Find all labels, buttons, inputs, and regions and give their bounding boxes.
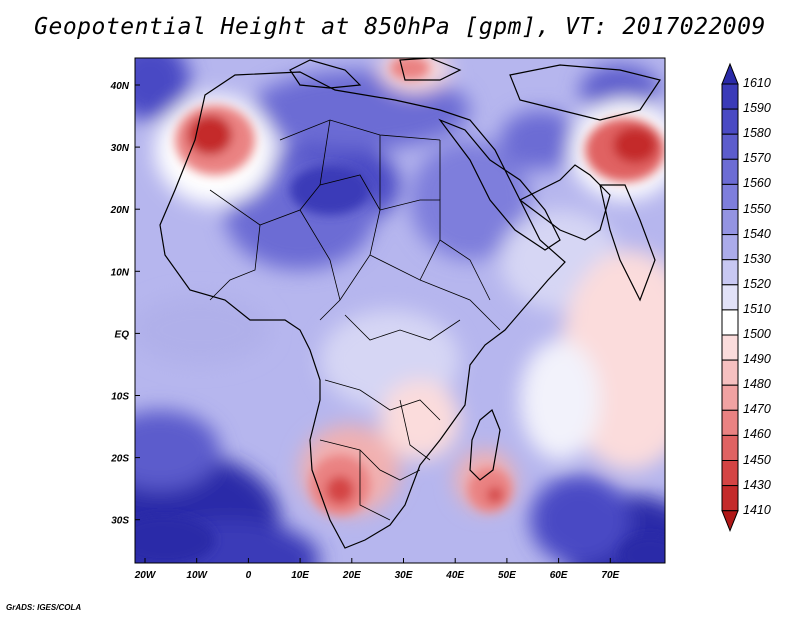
colorbar-swatch bbox=[721, 485, 739, 512]
colorbar-swatch bbox=[721, 384, 739, 411]
colorbar bbox=[721, 62, 739, 533]
colorbar-top-arrow bbox=[721, 62, 739, 85]
lat-tick-label: 20S bbox=[110, 454, 129, 465]
lat-tick-label: 30S bbox=[111, 516, 129, 527]
colorbar-swatch bbox=[721, 183, 739, 210]
lat-tick-label: 20N bbox=[110, 205, 130, 216]
colorbar-swatch bbox=[721, 359, 739, 386]
colorbar-label: 1560 bbox=[743, 176, 771, 191]
lat-tick-label: 30N bbox=[111, 143, 130, 154]
colorbar-label: 1550 bbox=[743, 201, 771, 216]
colorbar-label: 1430 bbox=[743, 477, 771, 492]
colorbar-label: 1460 bbox=[743, 427, 771, 442]
colorbar-label: 1610 bbox=[743, 76, 771, 90]
colorbar-label: 1410 bbox=[743, 502, 771, 517]
colorbar-swatch bbox=[721, 309, 739, 336]
colorbar-swatch bbox=[721, 334, 739, 361]
colorbar-swatch bbox=[721, 234, 739, 261]
height-field bbox=[135, 58, 665, 563]
latitude-axis: 40N 30N 20N 10N EQ 10S 20S 30S bbox=[110, 81, 140, 527]
colorbar-bottom-arrow bbox=[721, 510, 739, 533]
colorbar-label: 1540 bbox=[743, 226, 771, 241]
colorbar-label: 1450 bbox=[743, 452, 771, 467]
lon-tick-label: 50E bbox=[498, 570, 516, 581]
lon-tick-label: 20E bbox=[342, 570, 361, 581]
colorbar-label: 1470 bbox=[743, 402, 771, 417]
colorbar-swatch bbox=[721, 133, 739, 160]
lat-tick-label: 10N bbox=[111, 267, 130, 278]
colorbar-swatch bbox=[721, 209, 739, 236]
colorbar-swatch bbox=[721, 259, 739, 286]
colorbar-swatch bbox=[721, 460, 739, 487]
colorbar-label: 1490 bbox=[743, 352, 771, 367]
colorbar-swatch bbox=[721, 434, 739, 461]
lat-tick-label: 10S bbox=[111, 392, 129, 403]
colorbar-label: 1520 bbox=[743, 276, 771, 291]
colorbar-swatch bbox=[721, 284, 739, 311]
colorbar-label: 1530 bbox=[743, 251, 771, 266]
colorbar-label: 1590 bbox=[743, 101, 771, 116]
colorbar-swatch bbox=[721, 409, 739, 436]
colorbar-label: 1500 bbox=[743, 327, 771, 341]
colorbar-swatch bbox=[721, 158, 739, 185]
lon-tick-label: 40E bbox=[445, 570, 464, 581]
grads-credit: GrADS: IGES/COLA bbox=[6, 603, 82, 612]
lon-tick-label: 10E bbox=[291, 570, 309, 581]
colorbar-label: 1580 bbox=[743, 126, 771, 141]
longitude-axis: 20W 10W 0 10E 20E 30E 40E 50E 60E 70E bbox=[134, 558, 620, 581]
plot-frame bbox=[134, 57, 666, 564]
borders bbox=[209, 119, 501, 521]
lat-tick-label: 40N bbox=[110, 81, 130, 92]
colorbar-label: 1510 bbox=[743, 301, 771, 316]
colorbar-label: 1570 bbox=[743, 151, 771, 166]
map-title: Geopotential Height at 850hPa [gpm], VT:… bbox=[34, 14, 766, 40]
lat-tick-label: EQ bbox=[115, 329, 130, 340]
colorbar-label: 1480 bbox=[743, 377, 771, 392]
lon-tick-label: 30E bbox=[395, 570, 413, 581]
colorbar-swatch bbox=[721, 83, 739, 110]
colorbar-swatch bbox=[721, 108, 739, 135]
lon-tick-label: 70E bbox=[601, 570, 619, 581]
lon-tick-label: 10W bbox=[186, 570, 208, 581]
lon-tick-label: 20W bbox=[134, 570, 157, 581]
lon-tick-label: 60E bbox=[550, 570, 568, 581]
lon-tick-label: 0 bbox=[246, 570, 252, 581]
